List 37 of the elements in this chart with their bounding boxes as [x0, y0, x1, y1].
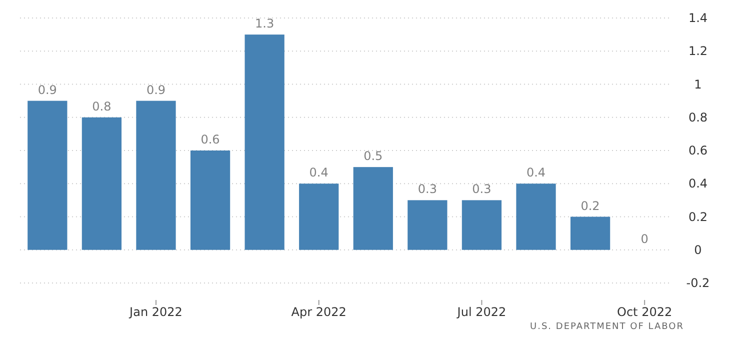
bar [353, 167, 393, 250]
data-label: 0.9 [38, 82, 57, 97]
data-label: 0.3 [472, 182, 492, 196]
y-tick-label: 1.4 [688, 11, 708, 25]
data-label: 0.2 [580, 198, 600, 213]
data-label: 0.4 [309, 166, 328, 180]
y-tick-label: 0.6 [688, 144, 708, 158]
bar [136, 100, 176, 250]
y-tick-label: 1 [694, 77, 702, 92]
x-tick-label: Apr 2022 [291, 305, 346, 319]
y-tick-label: 1.2 [688, 44, 708, 58]
y-tick-label: 0.8 [688, 110, 708, 124]
y-tick-label: -0.2 [686, 276, 710, 290]
bar [408, 200, 448, 250]
x-tick-label: Jan 2022 [128, 305, 182, 319]
text: U.S. DEPARTMENT OF LABOR [530, 322, 684, 332]
bar [244, 34, 284, 250]
y-tick-label: 0.4 [688, 176, 708, 191]
y-tick-label: 0.2 [688, 210, 708, 224]
bar [516, 184, 556, 250]
bar [28, 100, 68, 250]
data-label: 1.3 [255, 16, 274, 31]
bar [570, 216, 610, 250]
bar [462, 200, 502, 250]
data-label: 0.8 [92, 99, 112, 114]
data-label: 0.6 [200, 132, 220, 146]
bar [82, 117, 122, 250]
y-tick-label: 0 [694, 242, 702, 257]
bar [190, 150, 230, 250]
data-label: 0.4 [526, 166, 546, 180]
data-label: 0 [640, 232, 648, 246]
x-tick-label: Jul 2022 [456, 305, 506, 319]
x-tick-label: Oct 2022 [617, 305, 672, 319]
data-label: 0.5 [364, 149, 383, 164]
data-label: 0.3 [418, 182, 437, 196]
data-label: 0.9 [146, 82, 166, 97]
bar [299, 184, 339, 250]
